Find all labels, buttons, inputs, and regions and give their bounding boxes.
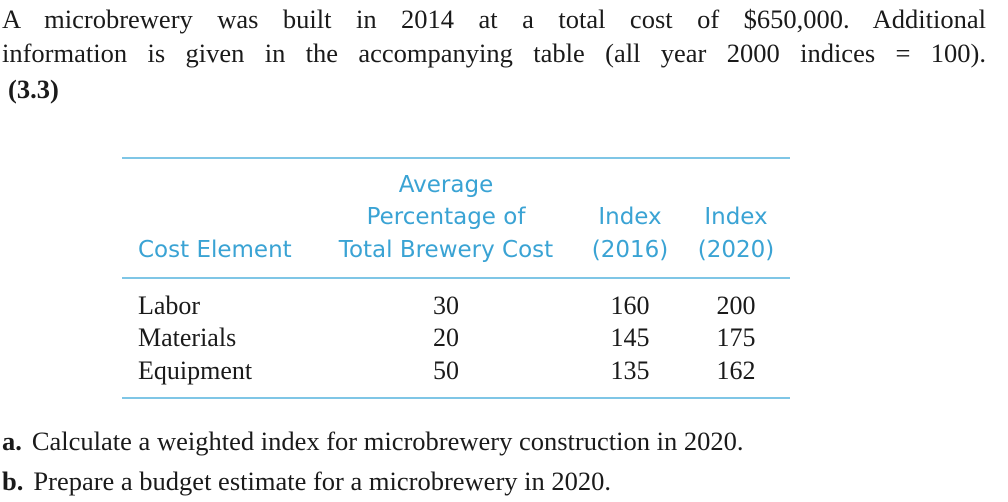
problem-intro-line-2: information is given in the accompanying… bbox=[2, 38, 986, 68]
question-b: b. Prepare a budget estimate for a microb… bbox=[2, 464, 611, 498]
header-cost-element: Cost Element bbox=[138, 237, 292, 263]
row-element: Equipment bbox=[138, 356, 253, 385]
question-label: a. bbox=[2, 426, 22, 456]
table-top-rule bbox=[122, 157, 790, 159]
row-percent: 50 bbox=[433, 356, 459, 385]
row-index-2020: 200 bbox=[716, 291, 756, 320]
header-index-2020-line2: (2020) bbox=[697, 237, 775, 263]
question-text: Prepare a budget estimate for a microbre… bbox=[33, 466, 612, 496]
question-text: Calculate a weighted index for microbrew… bbox=[31, 426, 744, 456]
row-percent: 20 bbox=[433, 323, 459, 352]
header-index-2016-line1: Index bbox=[598, 204, 662, 230]
row-percent: 30 bbox=[433, 291, 459, 320]
row-index-2016: 135 bbox=[610, 356, 650, 385]
table-header-rule bbox=[122, 277, 790, 279]
problem-intro-line-1: A microbrewery was built in 2014 at a to… bbox=[2, 4, 986, 34]
question-a: a. Calculate a weighted index for microbr… bbox=[2, 424, 743, 458]
row-index-2020: 162 bbox=[716, 356, 756, 385]
row-index-2016: 145 bbox=[610, 323, 650, 352]
header-index-2016-line2: (2016) bbox=[591, 237, 669, 263]
question-label: b. bbox=[2, 466, 24, 496]
header-average-line2: Percentage of bbox=[366, 204, 526, 230]
row-index-2020: 175 bbox=[716, 323, 756, 352]
header-average-line3: Total Brewery Cost bbox=[338, 237, 554, 263]
section-reference: (3.3) bbox=[8, 74, 59, 104]
row-element: Materials bbox=[138, 323, 237, 352]
header-index-2020-line1: Index bbox=[704, 204, 768, 230]
table-bottom-rule bbox=[122, 397, 790, 399]
header-average-line1: Average bbox=[398, 172, 494, 198]
row-index-2016: 160 bbox=[610, 291, 650, 320]
row-element: Labor bbox=[138, 291, 201, 320]
